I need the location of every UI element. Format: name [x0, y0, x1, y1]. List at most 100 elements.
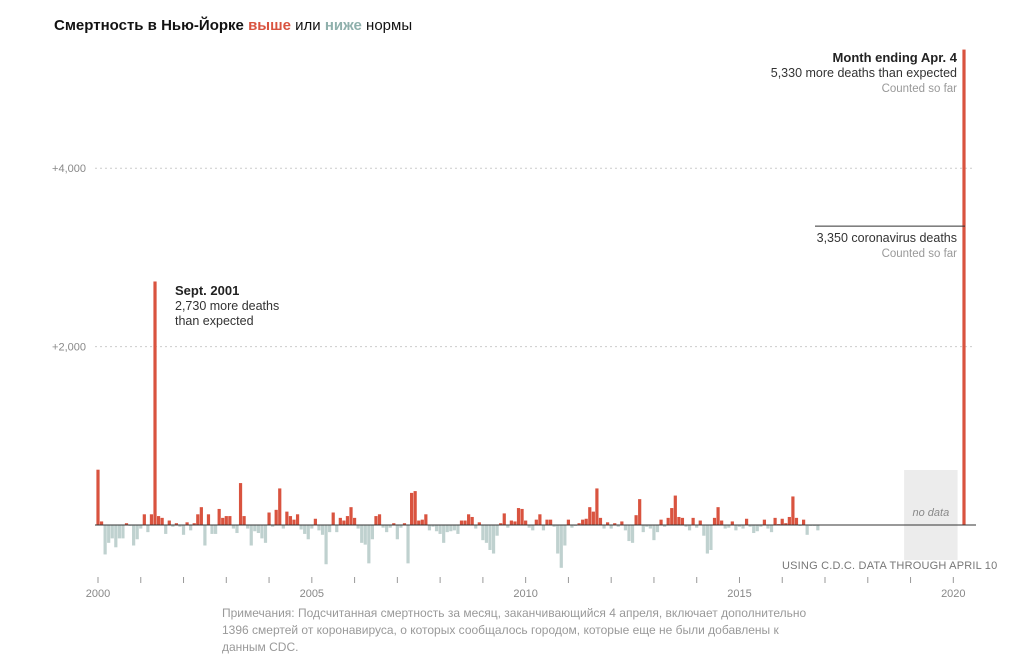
bar-156 [652, 525, 656, 541]
bar-151 [634, 515, 638, 525]
bar-163 [677, 516, 681, 525]
bar-38 [231, 525, 236, 529]
bar-84 [395, 525, 399, 540]
bar-60 [310, 525, 314, 529]
no-data-label: no data [913, 507, 950, 519]
annotation-sept-2001: Sept. 2001 2,730 more deaths than expect… [175, 283, 279, 329]
annotation-sept-2001-line1: 2,730 more deaths [175, 299, 280, 313]
bar-165 [684, 525, 688, 527]
bar-57 [299, 525, 303, 530]
bar-44 [253, 525, 257, 532]
bar-65 [328, 525, 332, 533]
bar-81 [385, 525, 389, 533]
bar-59 [306, 525, 310, 540]
bar-202 [816, 525, 820, 531]
annotation-apr-2020-title: Month ending Apr. 4 [832, 50, 957, 65]
bar-148 [623, 525, 628, 531]
bar-56 [295, 514, 300, 525]
bar-66 [331, 512, 335, 525]
annotation-sept-2001-title: Sept. 2001 [175, 283, 240, 298]
bar-169 [698, 520, 702, 525]
bar-5 [114, 525, 118, 548]
bar-131 [563, 525, 567, 546]
bar-142 [602, 525, 606, 529]
bar-79 [377, 514, 382, 525]
bar-110 [488, 525, 492, 550]
bar-25 [185, 522, 189, 525]
bar-114 [502, 513, 506, 525]
bar-128 [552, 525, 556, 527]
bar-86 [402, 523, 407, 525]
bar-173 [712, 517, 717, 525]
bar-186 [759, 525, 763, 527]
bar-135 [577, 523, 581, 525]
bar-125 [541, 525, 546, 531]
bar-150 [630, 525, 635, 543]
bar-58 [303, 525, 307, 534]
bar-98 [445, 525, 449, 533]
bar-72 [352, 517, 357, 525]
bar-120 [524, 520, 528, 525]
bar-23 [178, 525, 182, 527]
bar-93 [427, 525, 432, 531]
bar-198 [802, 519, 806, 525]
x-tick-label-2005: 2005 [300, 588, 324, 600]
bar-133 [570, 525, 574, 528]
bar-100 [452, 525, 456, 531]
bar-161 [670, 508, 674, 525]
no-data-band [904, 470, 958, 560]
bar-76 [367, 525, 371, 564]
bar-64 [324, 525, 328, 565]
bar-71 [349, 507, 353, 525]
bar-85 [399, 525, 403, 528]
bar-10 [132, 525, 136, 546]
bar-34 [217, 508, 221, 525]
footnote: Примечания: Подсчитанная смертность за м… [222, 606, 807, 654]
bar-109 [484, 525, 489, 543]
bar-16 [153, 281, 157, 525]
bar-77 [370, 525, 375, 540]
bar-33 [214, 525, 218, 534]
x-axis: 2000 2005 2010 2015 2020 [86, 577, 966, 600]
bar-130 [559, 525, 563, 568]
bar-6 [117, 525, 121, 539]
bar-70 [345, 516, 350, 525]
y-tick-label-0: +2,000 [52, 342, 86, 354]
bar-39 [235, 525, 239, 534]
bar-73 [356, 525, 360, 529]
bar-61 [313, 518, 317, 525]
bar-68 [338, 517, 342, 525]
bar-88 [410, 492, 414, 525]
bar-171 [705, 525, 709, 554]
bar-47 [263, 525, 268, 543]
bar-184 [752, 525, 756, 534]
bar-94 [431, 525, 435, 527]
bar-168 [695, 525, 699, 528]
bar-45 [256, 525, 260, 534]
bar-3 [107, 525, 111, 543]
bar-28 [196, 514, 200, 525]
bar-19 [164, 525, 168, 534]
bar-137 [584, 518, 588, 525]
bar-182 [744, 518, 749, 525]
bar-99 [449, 525, 453, 532]
bar-apr-2020 [962, 49, 966, 526]
bar-87 [406, 525, 410, 564]
source-label: USING C.D.C. DATA THROUGH APRIL 10 [782, 560, 998, 572]
bar-152 [638, 499, 642, 525]
bar-7 [121, 525, 125, 539]
bar-190 [773, 517, 777, 525]
bar-136 [581, 519, 585, 525]
bar-146 [616, 525, 620, 527]
bar-62 [317, 525, 321, 531]
bar-40 [238, 483, 243, 525]
bar-194 [787, 516, 791, 525]
bar-139 [591, 511, 595, 525]
bar-149 [627, 525, 631, 542]
bar-26 [189, 525, 193, 531]
bar-69 [342, 520, 346, 525]
bar-160 [666, 517, 670, 525]
bar-107 [477, 522, 481, 525]
bar-108 [481, 525, 485, 541]
bar-193 [784, 523, 788, 525]
